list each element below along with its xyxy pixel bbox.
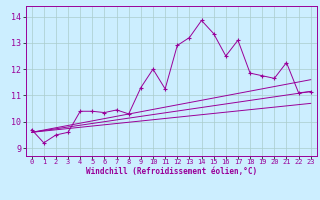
X-axis label: Windchill (Refroidissement éolien,°C): Windchill (Refroidissement éolien,°C) xyxy=(86,167,257,176)
